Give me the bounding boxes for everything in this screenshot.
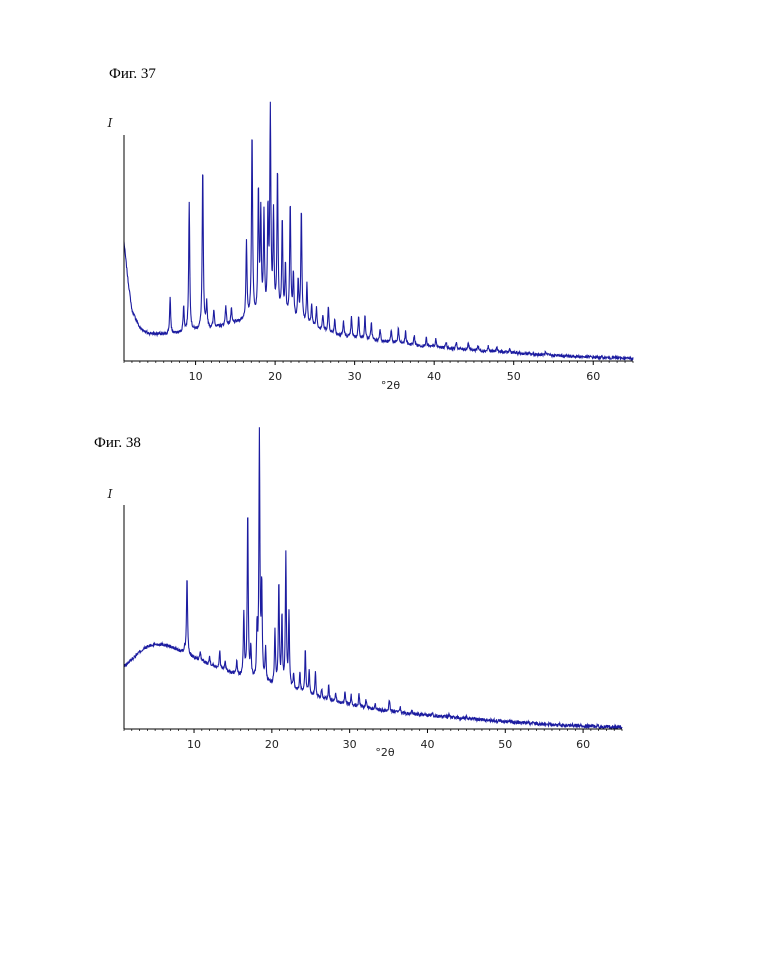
diffraction-trace — [124, 427, 622, 728]
x-tick-label: 10 — [187, 738, 201, 751]
y-axis-label: I — [107, 487, 113, 501]
x-tick-label: 50 — [498, 738, 512, 751]
x-tick-label: 30 — [343, 738, 357, 751]
x-tick-label: 60 — [576, 738, 590, 751]
x-tick-label: 20 — [265, 738, 279, 751]
x-axis-label: °2θ — [375, 746, 394, 759]
x-tick-label: 40 — [420, 738, 434, 751]
xrd-chart-fig-38: 10 20 30 40 50 60 °2θ I — [0, 0, 780, 800]
